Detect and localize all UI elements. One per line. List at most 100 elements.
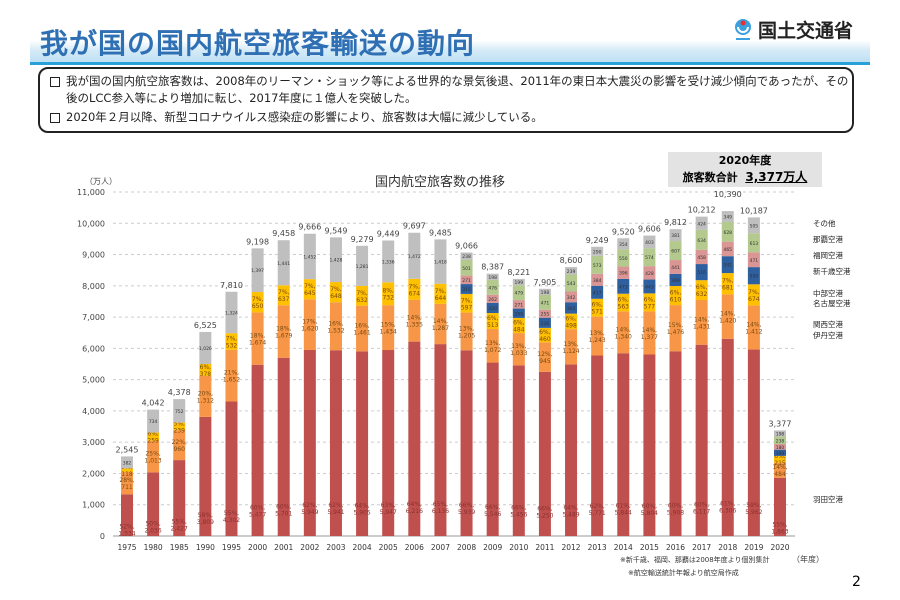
total-label: 10,212	[688, 206, 716, 215]
data-label-value: 1,461	[353, 329, 370, 336]
data-label: 628	[723, 230, 732, 236]
data-label: 1,441	[277, 261, 290, 267]
legend-label: 羽田空港	[813, 494, 843, 504]
legend-label: 那覇空港	[813, 234, 843, 244]
bar-segment	[460, 350, 473, 536]
bar-segment	[695, 299, 708, 345]
data-label-value: 5,941	[327, 509, 344, 516]
data-label: 349	[723, 215, 732, 221]
data-label: 299	[515, 311, 524, 317]
data-label-value: 1,863	[771, 528, 788, 535]
data-label-value: 1,377	[641, 334, 658, 341]
data-label: 1,026	[199, 346, 212, 352]
y-tick-label: 11,000	[77, 188, 105, 197]
y-axis-label: （万人）	[85, 177, 117, 186]
bar-segment	[303, 299, 316, 350]
bar-segment	[147, 440, 160, 473]
data-label-percent: 60%,	[642, 503, 657, 510]
bar-segment	[643, 354, 656, 536]
data-label-percent: 55%,	[172, 519, 187, 526]
bar-segment	[538, 294, 551, 310]
bar-segment	[121, 494, 133, 536]
bar-segment	[225, 401, 238, 536]
legend-label: 名古屋空港	[813, 298, 851, 308]
bar-segment	[721, 338, 734, 536]
y-tick-label: 3,000	[82, 438, 105, 447]
bar-segment	[565, 267, 578, 275]
data-label-value: 5,804	[641, 510, 658, 517]
data-label-value: 5,546	[484, 511, 501, 518]
data-label-percent: 20%,	[198, 390, 213, 397]
data-label-percent: 66%,	[511, 504, 526, 511]
total-label: 10,187	[740, 206, 768, 215]
bar-segment	[277, 285, 290, 306]
logo-text: 国土交通省	[758, 20, 854, 42]
data-label-value: 4,302	[223, 517, 240, 524]
legend-label: 新千歳空港	[813, 266, 851, 276]
data-label-value: 484	[774, 471, 786, 478]
data-label: 550	[750, 274, 759, 280]
data-label-value: 239	[174, 427, 186, 434]
bar-segment	[329, 350, 342, 536]
data-label-percent: 14%,	[407, 315, 422, 322]
data-label-percent: 6%,	[774, 453, 786, 460]
data-label: 541	[723, 263, 732, 269]
bar-segment	[538, 309, 551, 318]
data-label-value: 637	[278, 296, 290, 303]
data-label-percent: 59%,	[746, 502, 761, 509]
data-label-value: 1,334	[118, 531, 135, 538]
bar-segment	[356, 245, 369, 286]
bar-segment	[356, 351, 369, 536]
data-label-value: 513	[487, 322, 499, 329]
data-label: 476	[488, 285, 497, 291]
data-label-percent: 64%,	[407, 501, 422, 508]
data-label-percent: 58%,	[198, 512, 213, 519]
bar-segment	[774, 462, 786, 478]
data-label-percent: 6%,	[591, 302, 603, 309]
bar-segment	[695, 280, 708, 300]
data-label-value: 732	[382, 295, 394, 302]
bar-segment	[695, 216, 708, 230]
footnote: ※新千歳、福岡、那覇は2008年度より個別集計	[620, 555, 770, 564]
data-label-value: 5,908	[667, 509, 684, 516]
bar-segment	[199, 331, 212, 365]
badge-year: 2020年度	[718, 154, 772, 167]
data-label: 550	[619, 256, 628, 262]
bar-segment	[774, 430, 786, 437]
x-tick-label: 2000	[248, 543, 267, 552]
y-tick-label: 8,000	[82, 282, 105, 291]
total-label: 9,066	[455, 241, 478, 250]
bar-segment	[643, 235, 656, 249]
data-label-value: 215	[774, 460, 786, 467]
data-label-percent: 15%,	[668, 322, 683, 329]
total-label: 7,810	[220, 281, 243, 290]
bar-segment	[356, 305, 369, 352]
data-label-value: 1,335	[406, 322, 423, 329]
total-label: 4,378	[168, 388, 191, 397]
x-tick-label: 2018	[718, 543, 737, 552]
data-label: 1,336	[382, 259, 395, 265]
data-label: 255	[541, 312, 550, 318]
total-label: 8,600	[560, 256, 583, 265]
bar-segment	[512, 365, 525, 536]
data-label-value: 1,287	[432, 325, 449, 332]
data-label: 417	[593, 290, 602, 296]
data-label-percent: 14%,	[746, 321, 761, 328]
bar-segment	[173, 460, 186, 536]
data-label-value: 1,243	[589, 337, 606, 344]
data-label-value: 644	[435, 295, 447, 302]
data-label-percent: 7%,	[461, 297, 473, 304]
data-label-percent: 55%,	[224, 510, 239, 517]
data-label-value: 1,674	[249, 340, 266, 347]
bar-segment	[591, 273, 604, 286]
legend-label: その他	[813, 218, 836, 228]
bar-segment	[669, 305, 682, 352]
bar-segment	[329, 237, 342, 283]
total-label: 9,520	[612, 227, 635, 236]
data-label-percent: 21%,	[224, 370, 239, 377]
bar-segment	[382, 305, 395, 351]
data-label-percent: 63%,	[381, 502, 396, 509]
bar-segment	[747, 217, 760, 234]
data-label-percent: 7%,	[435, 288, 447, 295]
data-label-percent: 66%,	[485, 504, 500, 511]
